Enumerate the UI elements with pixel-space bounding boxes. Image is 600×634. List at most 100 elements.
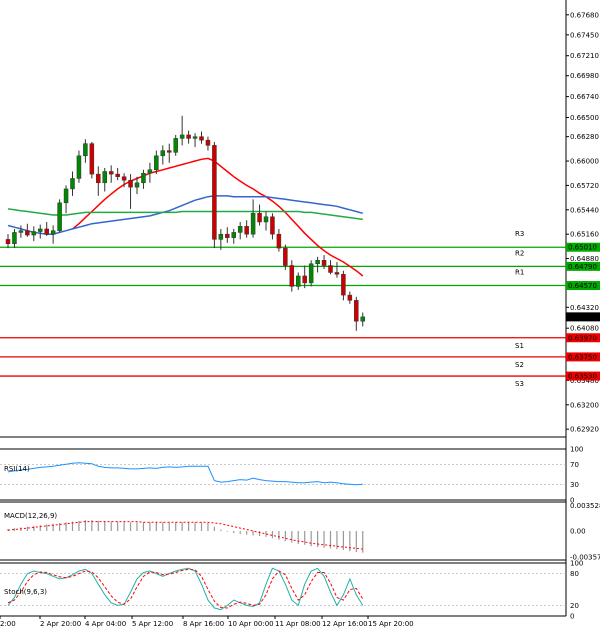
candle-body	[341, 273, 346, 296]
candle-body	[276, 233, 282, 249]
rsi-tick-label: 0	[570, 497, 574, 505]
moving-average-1	[72, 157, 364, 277]
candle-body	[199, 136, 204, 141]
price-tick-label: 0.66740	[570, 93, 599, 101]
macd-tick-label: -0.003574	[570, 553, 600, 561]
candle-body	[108, 171, 114, 175]
candle-body	[218, 233, 224, 240]
rsi-tick-label: 100	[570, 446, 583, 454]
candle-body	[289, 265, 295, 287]
candle-body	[205, 139, 211, 146]
time-tick-label: 2:00	[0, 620, 16, 628]
price-tick-label: 0.63200	[570, 401, 599, 409]
candle-body	[328, 265, 333, 273]
candle-body	[5, 239, 11, 244]
level-tag: 0.63970	[568, 334, 597, 342]
candle-body	[102, 171, 107, 184]
macd-title: MACD(12,26,9)	[4, 512, 57, 520]
price-tick-label: 0.66280	[570, 133, 599, 141]
price-tick-label: 0.64320	[570, 304, 599, 312]
rsi-line	[7, 462, 363, 486]
time-tick-label: 10 Apr 00:00	[228, 620, 274, 628]
time-tick-label: 5 Apr 12:00	[132, 620, 173, 628]
level-label-r2: R2	[515, 249, 524, 257]
candle-body	[147, 169, 153, 174]
candle-body	[212, 145, 217, 240]
stoch-signal-line	[7, 568, 364, 609]
time-tick-label: 8 Apr 16:00	[183, 620, 224, 628]
candle-body	[50, 230, 56, 235]
level-tag-bg	[566, 333, 600, 343]
level-label-s2: S2	[515, 361, 524, 369]
candle-body	[296, 275, 301, 287]
candle-body	[70, 178, 75, 190]
candle-body	[231, 232, 236, 238]
time-tick-label: 11 Apr 08:00	[275, 620, 321, 628]
price-tick-label: 0.67210	[570, 52, 599, 60]
macd-signal-line	[7, 521, 363, 550]
price-tick-label: 0.63480	[570, 377, 599, 385]
stoch-tick-label: 80	[570, 570, 579, 578]
level-label-r3: R3	[515, 230, 524, 238]
price-tick-label: 0.65160	[570, 231, 599, 239]
candle-body	[128, 179, 133, 188]
candle-body	[63, 188, 69, 204]
candle-body	[115, 173, 120, 177]
candle-body	[121, 176, 127, 181]
rsi-tick-label: 70	[570, 461, 579, 469]
candle-body	[315, 260, 320, 265]
level-tag-bg	[566, 281, 600, 291]
candle-body	[302, 275, 307, 284]
candle-body	[12, 232, 17, 244]
stoch-main-line	[7, 567, 364, 611]
rsi-title: RSI(14)	[4, 465, 30, 473]
level-tag: 0.64570	[568, 282, 597, 290]
price-tick-label: 0.65440	[570, 206, 599, 214]
candle-body	[167, 150, 172, 153]
stoch-tick-label: 0	[570, 613, 574, 621]
rsi-tick-label: 30	[570, 481, 579, 489]
candle-body	[321, 260, 327, 266]
time-tick-label: 15 Apr 20:00	[368, 620, 414, 628]
candle-body	[160, 150, 166, 157]
candle-body	[257, 213, 262, 223]
level-label-r1: R1	[515, 269, 524, 277]
candle-body	[186, 134, 191, 139]
candle-body	[354, 300, 359, 322]
candle-body	[244, 226, 249, 235]
candle-body	[225, 233, 230, 238]
level-tag-bg	[566, 261, 600, 271]
price-tick-label: 0.67680	[570, 11, 599, 19]
current-price-tag: 0.64210	[568, 313, 597, 321]
candle-body	[18, 230, 24, 233]
candle-body	[308, 263, 314, 284]
candle-body	[347, 294, 353, 301]
candle-body	[173, 138, 178, 153]
candle-body	[250, 213, 256, 235]
level-tag: 0.63530	[568, 373, 597, 381]
candle-body	[57, 202, 62, 231]
level-tag: 0.63750	[568, 353, 597, 361]
candle-body	[96, 173, 101, 184]
candle-body	[179, 134, 185, 139]
price-tick-label: 0.64880	[570, 255, 599, 263]
price-tick-label: 0.67450	[570, 31, 599, 39]
candle-body	[89, 143, 95, 175]
candle-body	[237, 226, 243, 233]
stoch-tick-label: 20	[570, 602, 579, 610]
candle-body	[360, 316, 365, 322]
stoch-tick-label: 100	[570, 560, 583, 568]
price-tick-label: 0.65720	[570, 182, 599, 190]
candle-body	[38, 228, 43, 232]
time-tick-label: 12 Apr 16:00	[322, 620, 368, 628]
price-tick-label: 0.64080	[570, 325, 599, 333]
macd-tick-label: 0.003528	[570, 502, 600, 510]
time-tick-label: 2 Apr 20:00	[40, 620, 81, 628]
price-tick-label: 0.62920	[570, 426, 599, 434]
candle-body	[263, 216, 269, 223]
stoch-title: Stoch(9,6,3)	[4, 588, 47, 596]
macd-tick-label: 0.00	[570, 528, 586, 536]
